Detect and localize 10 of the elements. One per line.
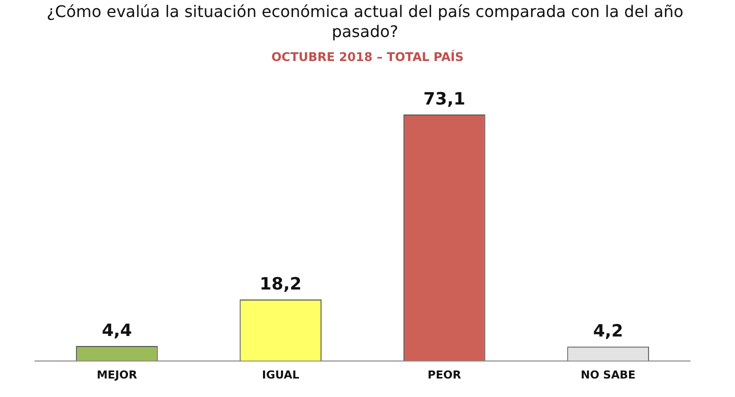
data-label: 18,2 (260, 274, 302, 294)
data-label: 73,1 (423, 89, 466, 110)
chart-subtitle: OCTUBRE 2018 – TOTAL PAÍS (270, 50, 465, 64)
x-tick-label: PEOR (428, 368, 462, 382)
x-tick-label: NO SABE (580, 368, 636, 382)
x-tick-label: MEJOR (96, 368, 138, 382)
data-label: 4,2 (593, 322, 624, 342)
x-tick-label: IGUAL (262, 368, 300, 382)
data-label: 4,4 (102, 320, 132, 341)
chart-title: ¿Cómo evalúa la situación económica actual del país comparada con la del año pasado? (46, 2, 684, 42)
